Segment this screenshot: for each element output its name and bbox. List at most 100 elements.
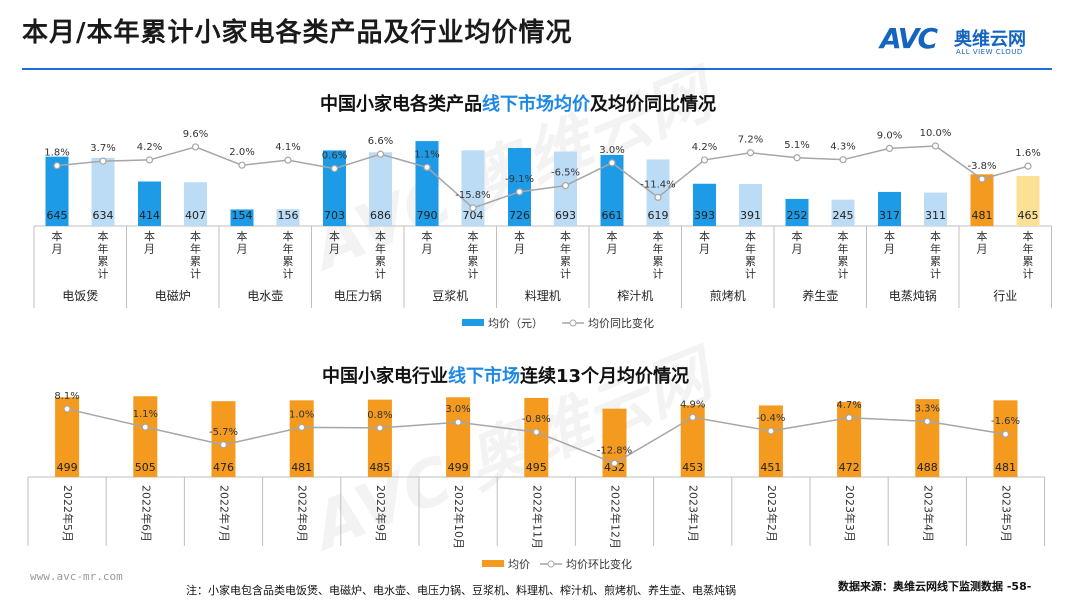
chart2-bar <box>211 401 236 477</box>
chart2-category-label: 2022年6月 <box>139 485 153 542</box>
chart1-yoy-label: 3.7% <box>90 143 115 154</box>
header-divider <box>22 68 1052 70</box>
chart1-yoy-point <box>145 156 154 164</box>
chart1-yoy-label: 1.1% <box>414 149 439 160</box>
chart1-bar <box>45 156 69 226</box>
chart1-subcategory-label: 本年累计 <box>98 229 109 281</box>
chart1-bar-value: 703 <box>324 209 345 222</box>
chart1-yoy-label: 7.2% <box>738 135 763 146</box>
chart2-mom-label: -0.4% <box>756 413 785 424</box>
chart2-category-label: 2023年3月 <box>843 485 857 542</box>
chart1-yoy-point <box>654 193 662 201</box>
chart1-yoy-label: 0.6% <box>322 151 347 162</box>
chart2-category-label: 2023年1月 <box>687 485 701 542</box>
chart1-bar <box>138 181 161 226</box>
chart2-mom-label: 1.0% <box>289 409 314 420</box>
chart1-bar <box>693 183 716 226</box>
chart2-category-label: 2022年8月 <box>296 485 310 542</box>
chart2-bar-value: 481 <box>291 461 312 474</box>
chart1-bar-value: 726 <box>509 209 530 222</box>
chart1-yoy-label: 4.2% <box>692 142 717 153</box>
chart1-group-label: 煎烤机 <box>710 288 746 303</box>
chart1-yoy-point <box>284 156 292 164</box>
chart1-subcategory-label: 本月 <box>144 229 155 256</box>
chart2-bar-value: 499 <box>57 461 78 474</box>
chart2-bar <box>289 400 314 477</box>
chart2-title-part3: 连续13个月均价情况 <box>520 366 690 387</box>
chart1-bar-value: 252 <box>787 209 808 222</box>
footer-url[interactable]: www.avc-mr.com <box>30 570 123 583</box>
chart1-subcategory-label: 本年累计 <box>745 229 756 281</box>
chart1-bar-value: 481 <box>972 209 993 222</box>
chart1-yoy-point <box>561 182 570 190</box>
chart1-bar <box>1016 176 1040 226</box>
chart1-legend-line-label: 均价同比变化 <box>588 316 654 330</box>
chart1-bar-value: 245 <box>833 209 854 222</box>
chart1-subcategory-label: 本月 <box>607 229 618 256</box>
chart2-mom-label: 1.1% <box>133 409 158 420</box>
chart1-group-label: 电压力锅 <box>334 288 382 303</box>
chart1-yoy-label: 4.3% <box>830 142 855 153</box>
chart1-group-label: 电水壶 <box>247 288 283 303</box>
chart1-bar <box>461 150 485 226</box>
chart1-bar <box>878 191 901 226</box>
chart1-group-label: 电饭煲 <box>62 288 98 303</box>
chart2-legend-bar-label: 均价 <box>508 558 530 571</box>
chart1-yoy-point <box>608 159 616 167</box>
chart1-yoy-label: 10.0% <box>920 128 952 139</box>
chart1-yoy-label: -6.5% <box>551 168 580 179</box>
chart2-bar-value: 499 <box>448 461 469 474</box>
chart1-subcategory-label: 本月 <box>237 229 248 256</box>
chart1-bar <box>276 209 300 226</box>
chart2-category-label: 2023年2月 <box>765 485 779 542</box>
chart1-yoy-label: -11.4% <box>640 179 675 190</box>
chart1-bar-value: 414 <box>139 209 160 222</box>
page-title: 本月/本年累计小家电各类产品及行业均价情况 <box>22 18 573 48</box>
chart1-legend-bar-label: 均价（元） <box>488 317 543 330</box>
chart1-subcategory-label: 本月 <box>699 229 710 256</box>
chart1-yoy-label: 9.6% <box>183 129 208 140</box>
chart1-bar <box>91 157 115 226</box>
chart1-subcategory-label: 本月 <box>329 229 340 256</box>
chart1-yoy-label: 3.0% <box>599 145 624 156</box>
chart1-bar-value: 317 <box>879 209 900 222</box>
chart2-legend-swatch-point <box>547 560 555 568</box>
chart1-bar-value: 661 <box>602 209 623 222</box>
chart1-bar <box>184 182 207 226</box>
chart1-bar <box>924 192 947 226</box>
chart1-bar <box>230 209 254 226</box>
footer-source: 数据来源：奥维云网线下监测数据 -58- <box>838 578 1031 594</box>
chart2-legend-line-label: 均价环比变化 <box>566 557 632 571</box>
chart2-bar <box>993 400 1018 477</box>
chart2-mom-point <box>219 441 228 449</box>
chart1-bar-value: 154 <box>232 209 253 222</box>
chart2-bar <box>367 399 392 477</box>
chart2-title-part1: 中国小家电行业 <box>322 366 448 387</box>
chart1-yoy-point <box>746 149 755 157</box>
chart1-subcategory-label: 本月 <box>884 229 895 256</box>
chart1-group-label: 榨汁机 <box>617 288 653 303</box>
chart1-subcategory-label: 本月 <box>422 229 433 256</box>
chart1-group-label: 电蒸炖锅 <box>889 288 937 303</box>
chart1-bar <box>646 159 670 226</box>
chart2-mom-point <box>532 428 540 436</box>
chart2-bar-value: 432 <box>604 461 625 474</box>
chart2-legend-swatch-bar <box>482 560 504 567</box>
chart2-category-label: 2022年9月 <box>374 485 388 542</box>
chart1-bar-value: 465 <box>1018 209 1039 222</box>
chart1-yoy-label: 5.1% <box>784 140 809 151</box>
chart1-yoy-point <box>839 156 847 164</box>
chart1-bar <box>415 141 439 226</box>
chart2-category-label: 2022年10月 <box>452 485 466 549</box>
chart1-yoy-point <box>1024 162 1032 170</box>
chart1-yoy-label: 6.6% <box>368 136 393 147</box>
chart1-yoy-point <box>191 143 200 151</box>
chart2-category-label: 2022年7月 <box>218 485 232 542</box>
chart2-mom-point <box>610 459 619 467</box>
chart1-bar-value: 634 <box>93 209 114 222</box>
chart2-mom-point <box>1001 430 1010 438</box>
chart1-yoy-point <box>515 188 524 196</box>
chart2-bar <box>133 396 158 477</box>
chart1-bar-value: 790 <box>417 209 438 222</box>
chart1-yoy-point <box>330 164 339 173</box>
